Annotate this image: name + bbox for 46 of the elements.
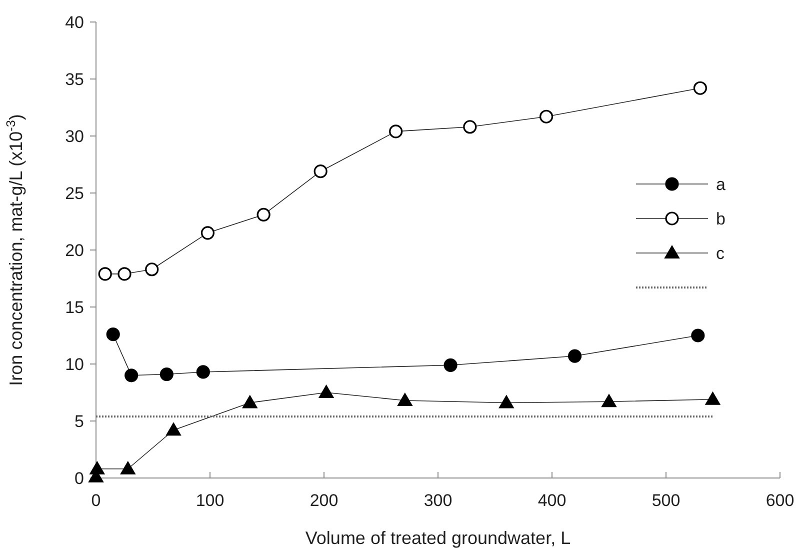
- x-tick-label: 600: [766, 491, 794, 510]
- point: [160, 367, 174, 382]
- point: [256, 208, 270, 222]
- point: [242, 395, 258, 408]
- point: [397, 392, 412, 406]
- y-tick-label: 40: [65, 12, 84, 32]
- point: [318, 385, 334, 398]
- point: [166, 422, 182, 436]
- point: [540, 110, 554, 124]
- x-tick-label: 100: [196, 491, 224, 510]
- point: [444, 358, 458, 372]
- y-tick-label: 25: [65, 184, 84, 203]
- y-tick-label: 20: [65, 240, 84, 260]
- point: [200, 226, 215, 240]
- point: [389, 124, 403, 138]
- y-tick-label: 10: [65, 354, 84, 374]
- legend-label: a: [716, 174, 726, 194]
- point: [118, 267, 132, 281]
- point: [568, 349, 582, 363]
- point: [145, 262, 159, 276]
- y-tick-label: 15: [65, 298, 84, 317]
- point: [691, 328, 705, 342]
- y-tick-label: 35: [65, 70, 84, 89]
- y-tick-label: 5: [74, 412, 84, 431]
- point: [693, 81, 707, 95]
- x-axis-title: Volume of treated groundwater, L: [305, 528, 571, 548]
- x-tick-label: 0: [91, 491, 101, 510]
- point: [90, 461, 105, 474]
- point: [705, 392, 720, 405]
- x-tick-label: 500: [652, 491, 680, 510]
- point: [196, 365, 210, 379]
- x-tick-label: 300: [424, 491, 452, 510]
- point: [98, 267, 112, 281]
- point: [314, 164, 328, 178]
- legend-label: c: [716, 244, 725, 263]
- x-tick-label: 200: [310, 491, 338, 510]
- y-tick-label: 0: [74, 468, 84, 488]
- point: [124, 368, 138, 382]
- point: [120, 461, 136, 474]
- point: [463, 120, 477, 134]
- point: [106, 328, 120, 342]
- y-tick-label: 30: [65, 126, 84, 146]
- legend-label: b: [716, 209, 726, 228]
- point: [498, 395, 514, 408]
- x-tick-label: 400: [538, 491, 566, 510]
- point: [602, 394, 616, 408]
